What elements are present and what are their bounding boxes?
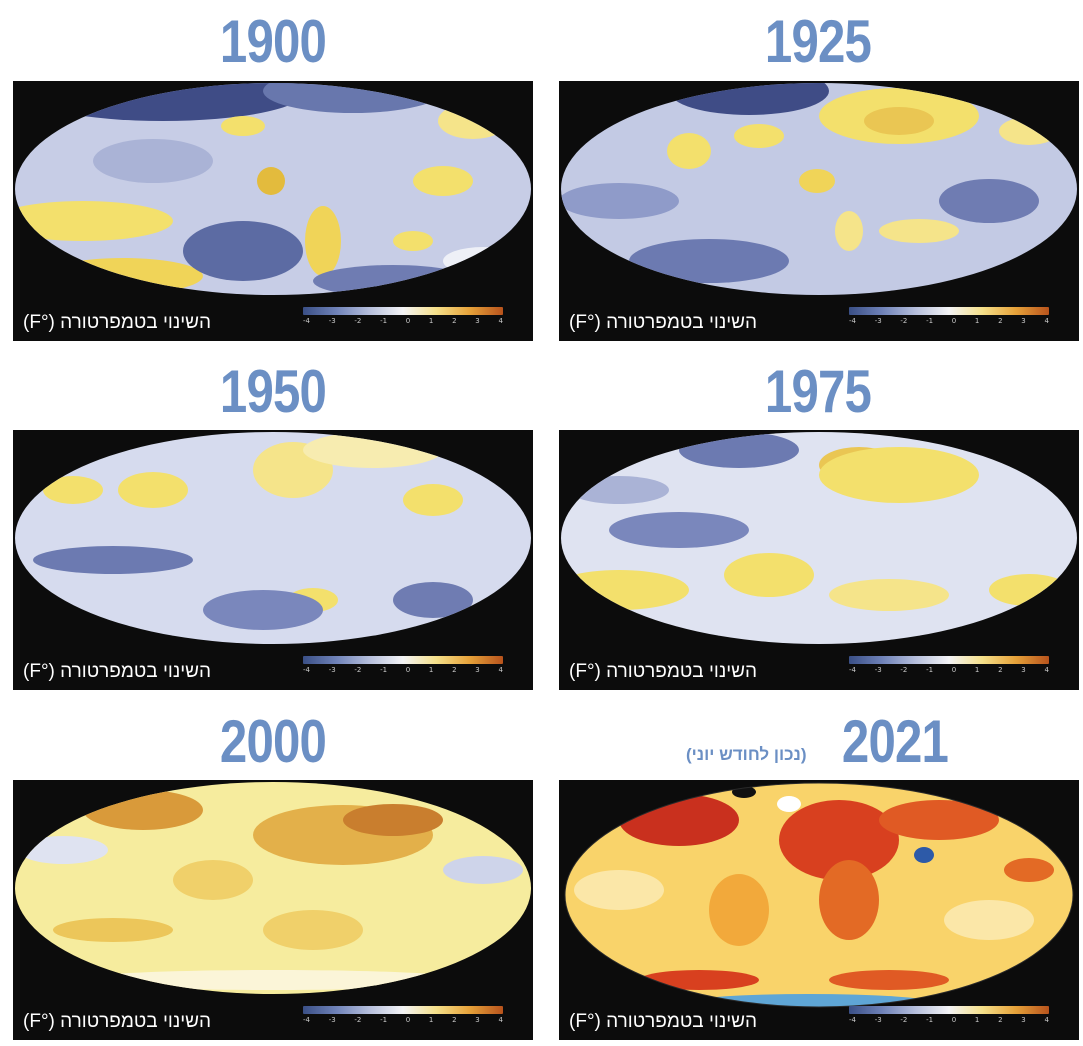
color-legend-2021: -4 -3 -2 -1 0 1 2 3 4 — [843, 1006, 1055, 1028]
year-title-2000: 2000 — [219, 708, 327, 775]
legend-tick: 4 — [498, 317, 503, 325]
legend-tick: 0 — [951, 317, 957, 325]
year-note-2021: (נכון לחודש יוני) — [686, 745, 807, 764]
map-panel-1950: השינוי בטמפרטורה (°F) -4 -3 -2 -1 0 1 2 3 4 — [13, 430, 533, 690]
legend-tick: 4 — [498, 666, 503, 674]
legend-tick: -1 — [380, 666, 388, 674]
legend-tick: -1 — [926, 666, 934, 674]
legend-tick: 4 — [498, 1016, 503, 1024]
legend-tick: -4 — [303, 317, 310, 325]
legend-tick: -4 — [849, 666, 856, 674]
legend-tick: 1 — [428, 317, 434, 325]
map-panel-1925: השינוי בטמפרטורה (°F) -4 -3 -2 -1 0 1 2 3 4 — [559, 81, 1079, 341]
caption-1925: השינוי בטמפרטורה (°F) — [569, 312, 758, 333]
legend-tick: 2 — [998, 317, 1003, 325]
map-panel-2000: השינוי בטמפרטורה (°F) -4 -3 -2 -1 0 1 2 3 4 — [13, 780, 533, 1040]
legend-tick: 4 — [1044, 317, 1049, 325]
world-map-1950 — [15, 432, 531, 644]
caption-1900: השינוי בטמפרטורה (°F) — [23, 312, 212, 333]
year-title-1900: 1900 — [219, 8, 327, 75]
caption-2000: השינוי בטמפרטורה (°F) — [23, 1011, 212, 1032]
map-panel-1900: השינוי בטמפרטורה (°F) -4 -3 -2 -1 0 1 2 3 4 — [13, 81, 533, 341]
legend-tick: -3 — [874, 666, 882, 674]
legend-tick: -4 — [849, 317, 856, 325]
legend-tick: 3 — [1021, 666, 1026, 674]
color-legend-2000: -4 -3 -2 -1 0 1 2 3 4 — [297, 1006, 509, 1028]
legend-tick: 3 — [475, 317, 480, 325]
map-panel-2021: השינוי בטמפרטורה (°F) -4 -3 -2 -1 0 1 2 3 4 — [559, 780, 1079, 1040]
legend-tick: -2 — [354, 1016, 362, 1024]
legend-tick: 3 — [1021, 1016, 1026, 1024]
legend-tick: -3 — [328, 1016, 336, 1024]
legend-tick: -3 — [328, 666, 336, 674]
legend-tick: 3 — [475, 1016, 480, 1024]
legend-tick: -1 — [926, 317, 934, 325]
legend-tick: -2 — [900, 1016, 908, 1024]
legend-tick: -4 — [849, 1016, 856, 1024]
legend-tick: 1 — [974, 666, 980, 674]
year-title-1950: 1950 — [219, 358, 327, 425]
legend-tick: 2 — [452, 317, 457, 325]
legend-tick: 0 — [951, 1016, 957, 1024]
world-map-2021 — [564, 782, 1074, 1008]
legend-bar — [849, 1006, 1049, 1014]
legend-bar — [849, 656, 1049, 664]
legend-tick: -3 — [874, 317, 882, 325]
legend-tick: -1 — [380, 317, 388, 325]
legend-tick: -1 — [926, 1016, 934, 1024]
legend-tick: 3 — [475, 666, 480, 674]
legend-tick: 4 — [1044, 1016, 1049, 1024]
year-title-1925: 1925 — [764, 8, 872, 75]
legend-tick: 0 — [951, 666, 957, 674]
legend-tick: 0 — [405, 666, 411, 674]
legend-bar — [303, 656, 503, 664]
legend-tick: -3 — [874, 1016, 882, 1024]
color-legend-1900: -4 -3 -2 -1 0 1 2 3 4 — [297, 307, 509, 329]
legend-tick: 3 — [1021, 317, 1026, 325]
caption-1975: השינוי בטמפרטורה (°F) — [569, 661, 758, 682]
legend-tick: 2 — [452, 666, 457, 674]
world-map-2000 — [15, 782, 531, 994]
legend-tick: 0 — [405, 317, 411, 325]
legend-tick: -4 — [303, 666, 310, 674]
color-legend-1975: -4 -3 -2 -1 0 1 2 3 4 — [843, 656, 1055, 678]
caption-2021: השינוי בטמפרטורה (°F) — [569, 1011, 758, 1032]
color-legend-1925: -4 -3 -2 -1 0 1 2 3 4 — [843, 307, 1055, 329]
legend-tick: 1 — [974, 1016, 980, 1024]
legend-bar — [849, 307, 1049, 315]
legend-tick: 2 — [452, 1016, 457, 1024]
world-map-1925 — [561, 83, 1077, 295]
color-legend-1950: -4 -3 -2 -1 0 1 2 3 4 — [297, 656, 509, 678]
legend-tick: -2 — [354, 666, 362, 674]
legend-tick: -4 — [303, 1016, 310, 1024]
legend-bar — [303, 1006, 503, 1014]
legend-tick: 1 — [428, 1016, 434, 1024]
world-map-1975 — [561, 432, 1077, 644]
legend-tick: -2 — [900, 317, 908, 325]
year-title-2021: 2021 — [841, 708, 949, 775]
legend-tick: -1 — [380, 1016, 388, 1024]
legend-tick: 0 — [405, 1016, 411, 1024]
legend-tick: 1 — [428, 666, 434, 674]
caption-1950: השינוי בטמפרטורה (°F) — [23, 661, 212, 682]
legend-tick: 4 — [1044, 666, 1049, 674]
legend-tick: 2 — [998, 1016, 1003, 1024]
legend-tick: -2 — [900, 666, 908, 674]
legend-tick: 1 — [974, 317, 980, 325]
legend-tick: -3 — [328, 317, 336, 325]
year-title-1975: 1975 — [764, 358, 872, 425]
legend-tick: -2 — [354, 317, 362, 325]
map-panel-1975: השינוי בטמפרטורה (°F) -4 -3 -2 -1 0 1 2 3 4 — [559, 430, 1079, 690]
legend-bar — [303, 307, 503, 315]
legend-tick: 2 — [998, 666, 1003, 674]
world-map-1900 — [15, 83, 531, 295]
